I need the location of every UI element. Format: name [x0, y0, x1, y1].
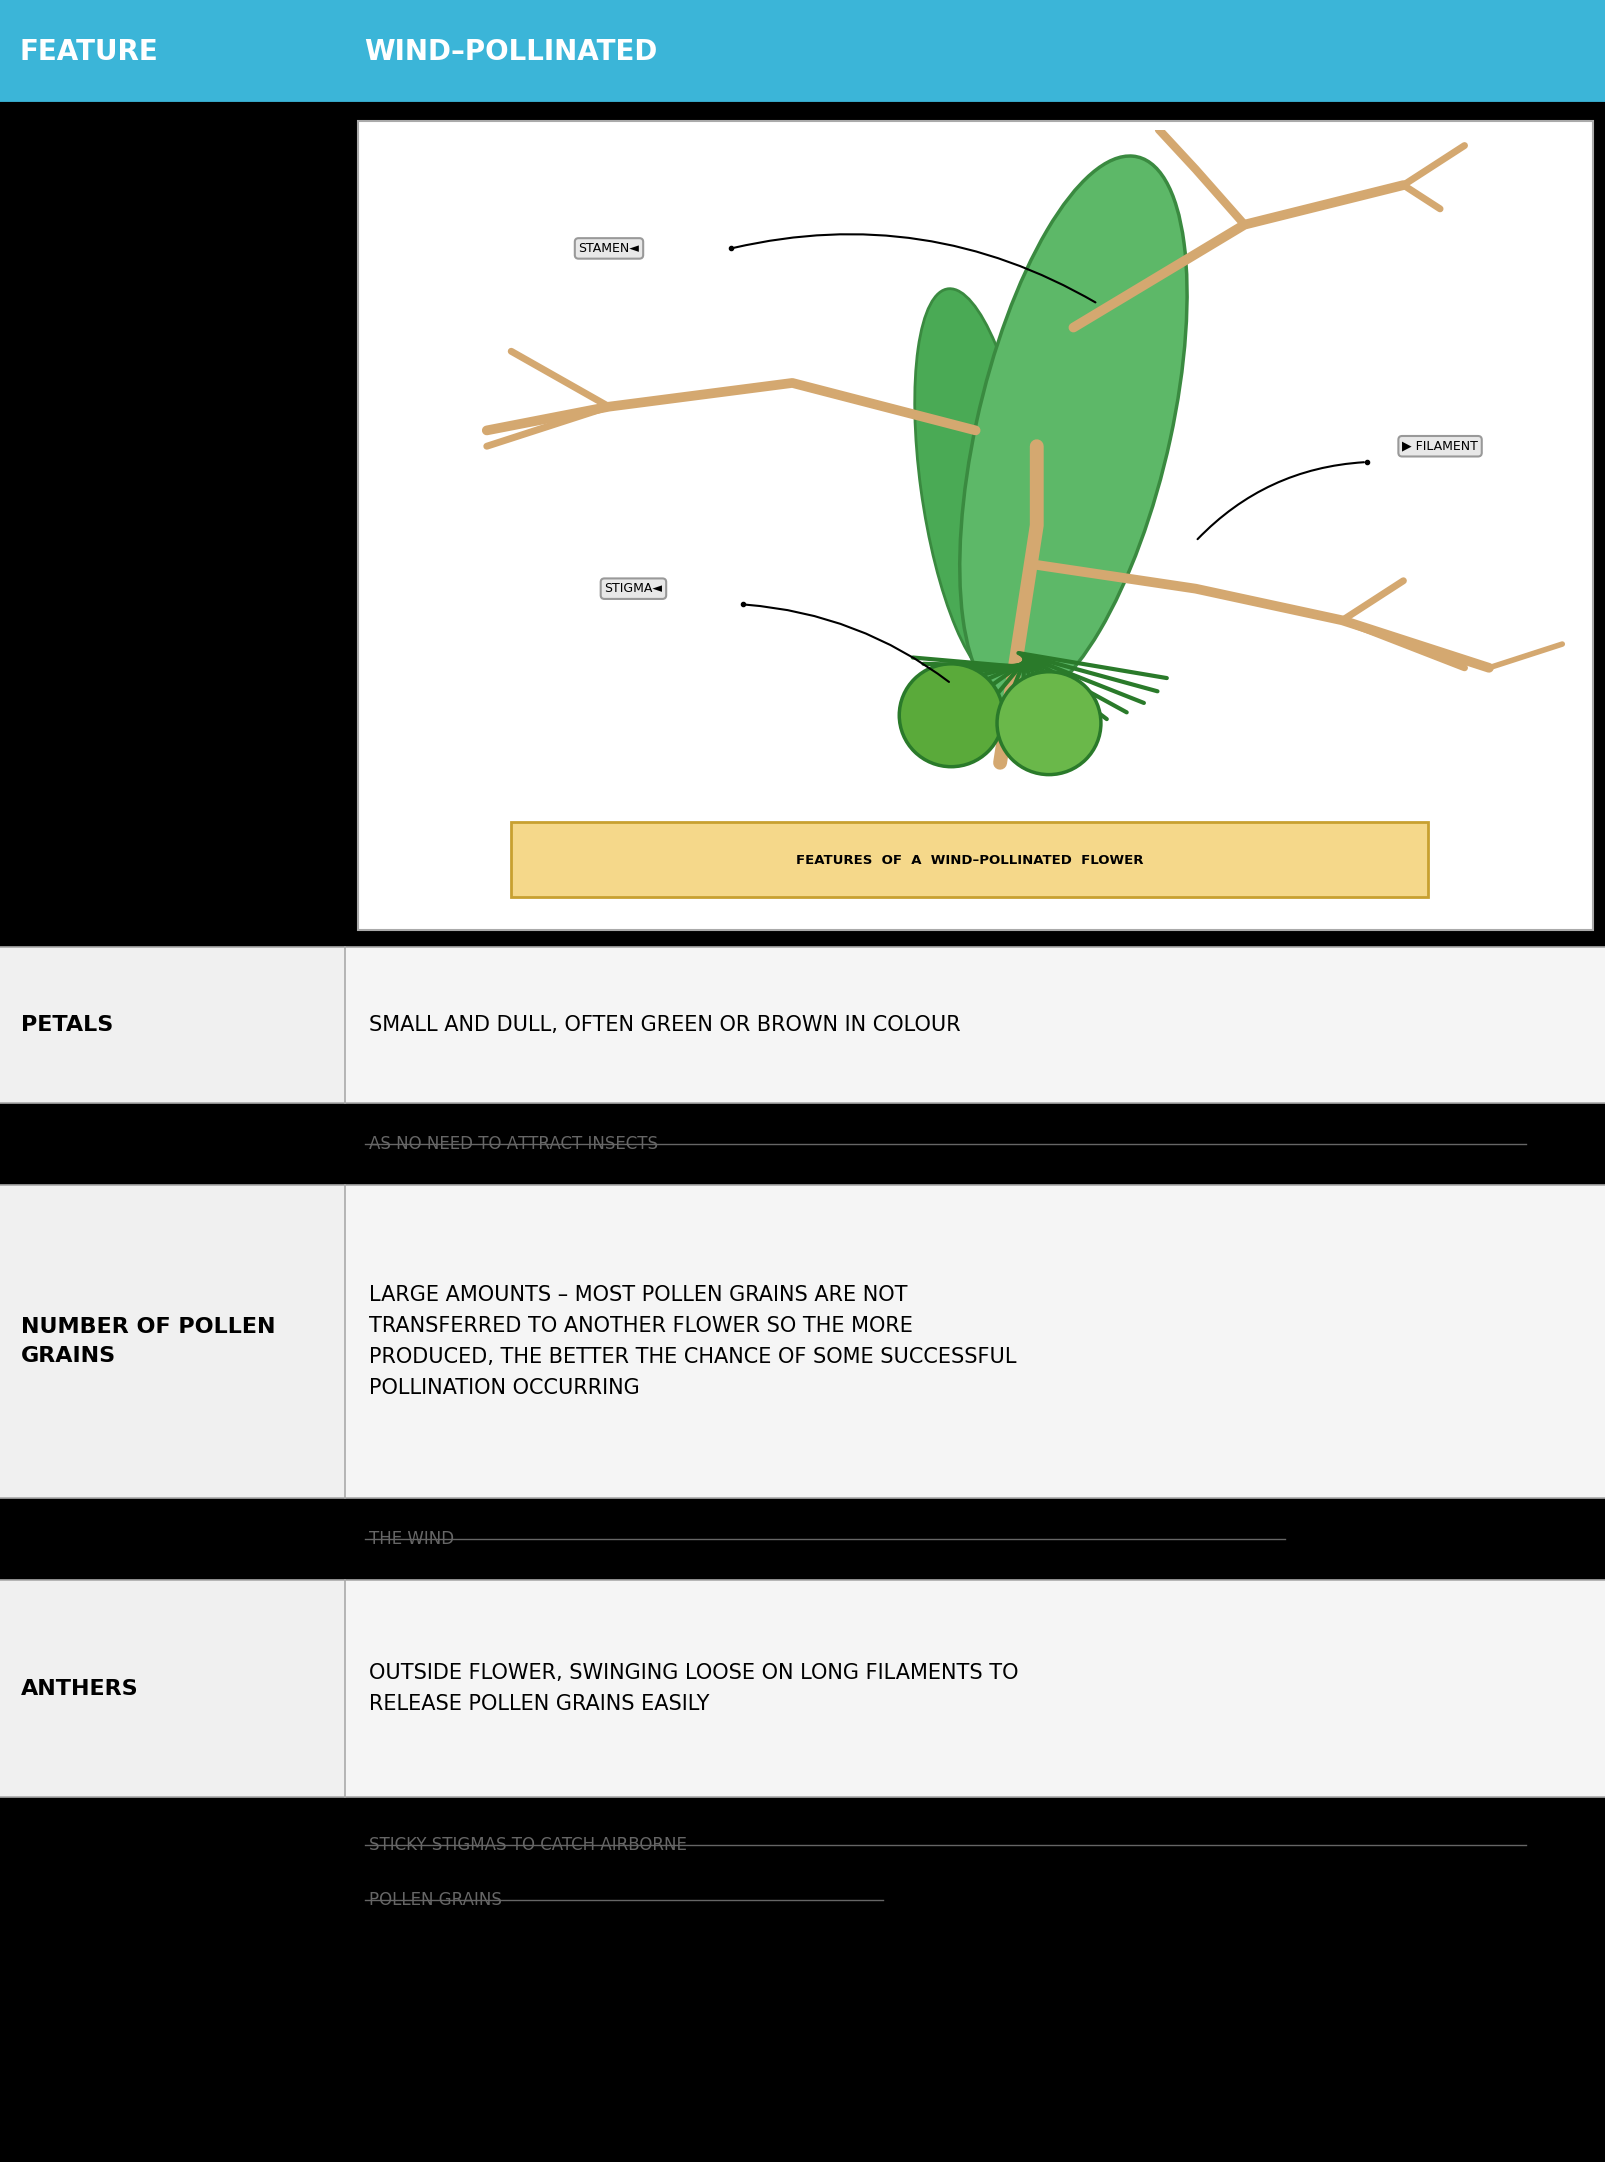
- Ellipse shape: [915, 290, 1035, 683]
- Bar: [0, 947, 345, 1103]
- Text: FEATURES  OF  A  WIND–POLLINATED  FLOWER: FEATURES OF A WIND–POLLINATED FLOWER: [796, 854, 1143, 867]
- Text: STAMEN◄: STAMEN◄: [578, 242, 639, 255]
- Bar: [345, 0, 1605, 104]
- Text: FEATURE: FEATURE: [19, 39, 157, 65]
- Ellipse shape: [960, 156, 1186, 705]
- Bar: [0, 1185, 345, 1498]
- Text: ANTHERS: ANTHERS: [21, 1678, 138, 1699]
- Bar: [358, 121, 1592, 930]
- Text: LARGE AMOUNTS – MOST POLLEN GRAINS ARE NOT
TRANSFERRED TO ANOTHER FLOWER SO THE : LARGE AMOUNTS – MOST POLLEN GRAINS ARE N…: [369, 1284, 1016, 1399]
- Text: AS NO NEED TO A​TTRACT INSECTS: AS NO NEED TO A​TTRACT INSECTS: [369, 1135, 658, 1152]
- Bar: [345, 1580, 1605, 1797]
- Bar: [0, 0, 345, 104]
- Bar: [0, 1948, 1605, 2162]
- Text: POLLEN GRAINS: POLLEN GRAINS: [369, 1890, 502, 1909]
- Bar: [0, 1797, 1605, 1948]
- Bar: [345, 947, 1605, 1103]
- Bar: [0, 1498, 1605, 1580]
- FancyBboxPatch shape: [510, 822, 1427, 897]
- Text: WIND–POLLINATED: WIND–POLLINATED: [364, 39, 658, 65]
- Bar: [345, 1185, 1605, 1498]
- Text: STIGMA◄: STIGMA◄: [603, 582, 661, 595]
- Text: PETALS: PETALS: [21, 1014, 112, 1036]
- Ellipse shape: [899, 664, 1003, 768]
- Bar: [0, 104, 345, 947]
- Text: NUMBER OF POLLEN
GRAINS: NUMBER OF POLLEN GRAINS: [21, 1317, 274, 1366]
- Bar: [0, 1580, 345, 1797]
- Text: OUTSIDE FLOWER, SWINGING LOOSE ON LONG FILAMENTS TO
RELEASE POLLEN GRAINS EASILY: OUTSIDE FLOWER, SWINGING LOOSE ON LONG F…: [369, 1663, 1018, 1714]
- Text: ▶ FILAMENT: ▶ FILAMENT: [1401, 439, 1477, 452]
- Text: THE WIND: THE WIND: [369, 1531, 454, 1548]
- Bar: [0, 1103, 1605, 1185]
- Ellipse shape: [997, 672, 1101, 774]
- Text: STICKY STIGMAS TO CATCH AIRBORNE: STICKY STIGMAS TO CATCH AIRBORNE: [369, 1836, 870, 1855]
- Text: SMALL AND DULL, OFTEN GREEN OR BROWN IN COLOUR: SMALL AND DULL, OFTEN GREEN OR BROWN IN …: [369, 1014, 960, 1036]
